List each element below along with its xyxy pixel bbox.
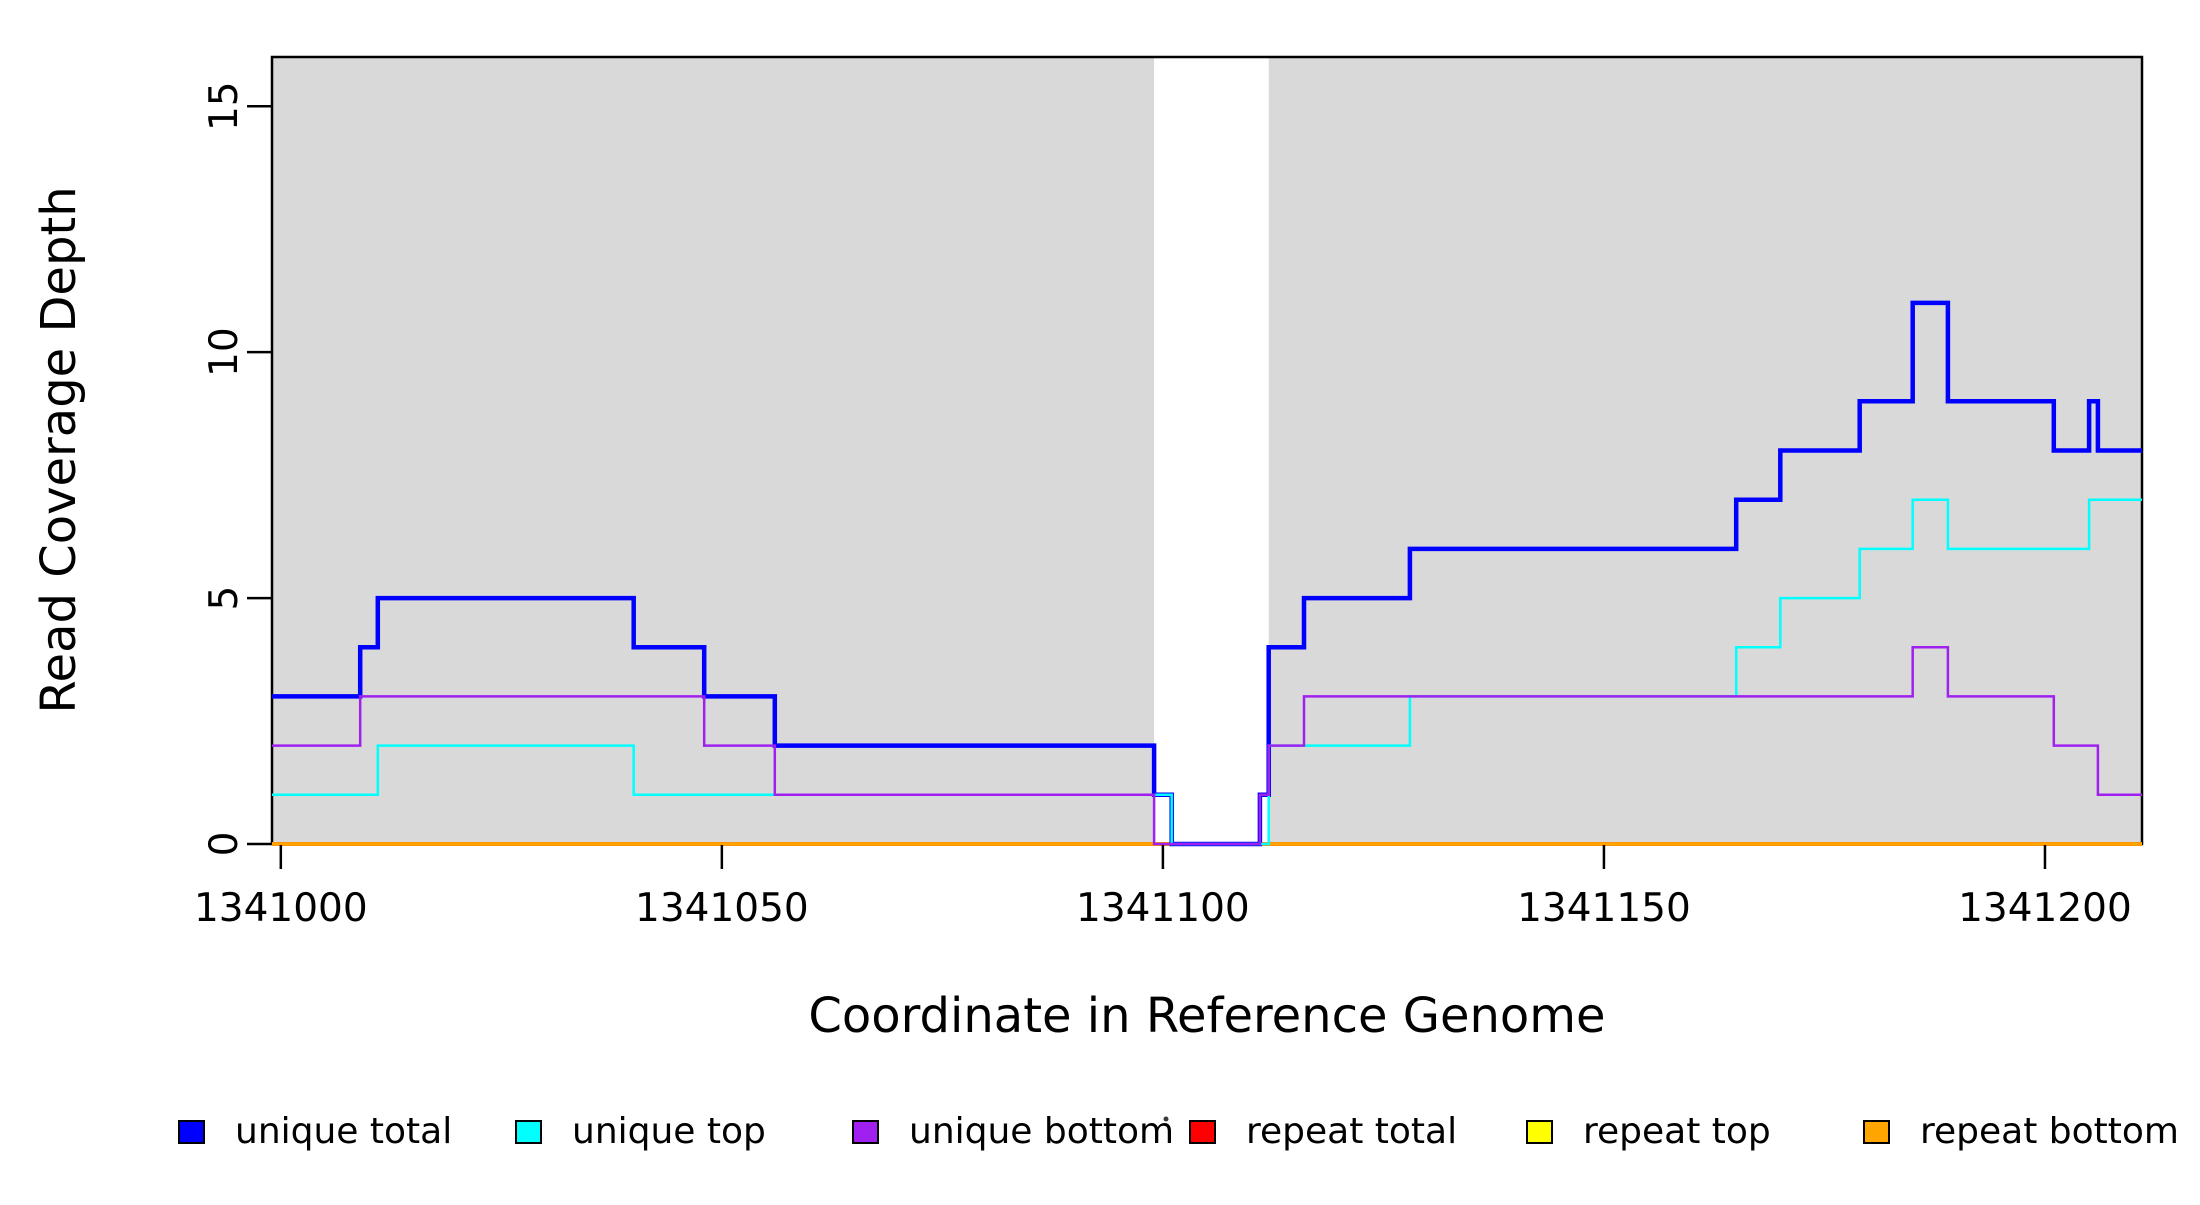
x-axis-title: Coordinate in Reference Genome [808, 988, 1605, 1044]
series-layer [272, 300, 2142, 847]
series-line-unique-total [272, 300, 2142, 847]
legend-swatch-unique-total [178, 1120, 205, 1144]
legend-label-repeat-total: repeat total [1246, 1111, 1457, 1152]
series-line-unique-bottom [272, 646, 2142, 846]
x-tick-label: 1341100 [1076, 886, 1250, 931]
legend-swatch-repeat-total [1189, 1120, 1216, 1144]
x-tick-label: 1341150 [1517, 886, 1691, 931]
series-line-unique-top [272, 498, 2142, 846]
stray-dot [1163, 1116, 1169, 1122]
legend-swatch-unique-top [515, 1120, 542, 1144]
legend-swatch-unique-bottom [852, 1120, 879, 1144]
legend-swatch-repeat-bottom [1863, 1120, 1890, 1144]
y-axis-title: Read Coverage Depth [31, 186, 87, 713]
legend-swatch-repeat-top [1526, 1120, 1553, 1144]
legend: unique total unique top unique bottom repea… [178, 1111, 2179, 1152]
x-tick-label: 1341200 [1958, 886, 2132, 931]
x-tick-label: 1341050 [635, 886, 809, 931]
y-tick-label: 10 [202, 327, 247, 377]
legend-label-unique-total: unique total [235, 1111, 452, 1152]
shaded-region [1268, 57, 2142, 844]
legend-label-unique-bottom: unique bottom [909, 1111, 1174, 1152]
shaded-region [272, 57, 1155, 844]
y-tick-label: 5 [202, 586, 247, 611]
legend-label-repeat-bottom: repeat bottom [1920, 1111, 2179, 1152]
y-tick-label: 0 [202, 832, 247, 857]
shaded-regions-layer [272, 57, 2142, 844]
legend-label-unique-top: unique top [572, 1111, 766, 1152]
axes-layer: 1341000 1341050 1341100 1341150 1341200 0 5 10 1… [194, 81, 2132, 931]
y-tick-label: 15 [202, 81, 247, 131]
x-tick-label: 1341000 [194, 886, 368, 931]
legend-label-repeat-top: repeat top [1583, 1111, 1771, 1152]
